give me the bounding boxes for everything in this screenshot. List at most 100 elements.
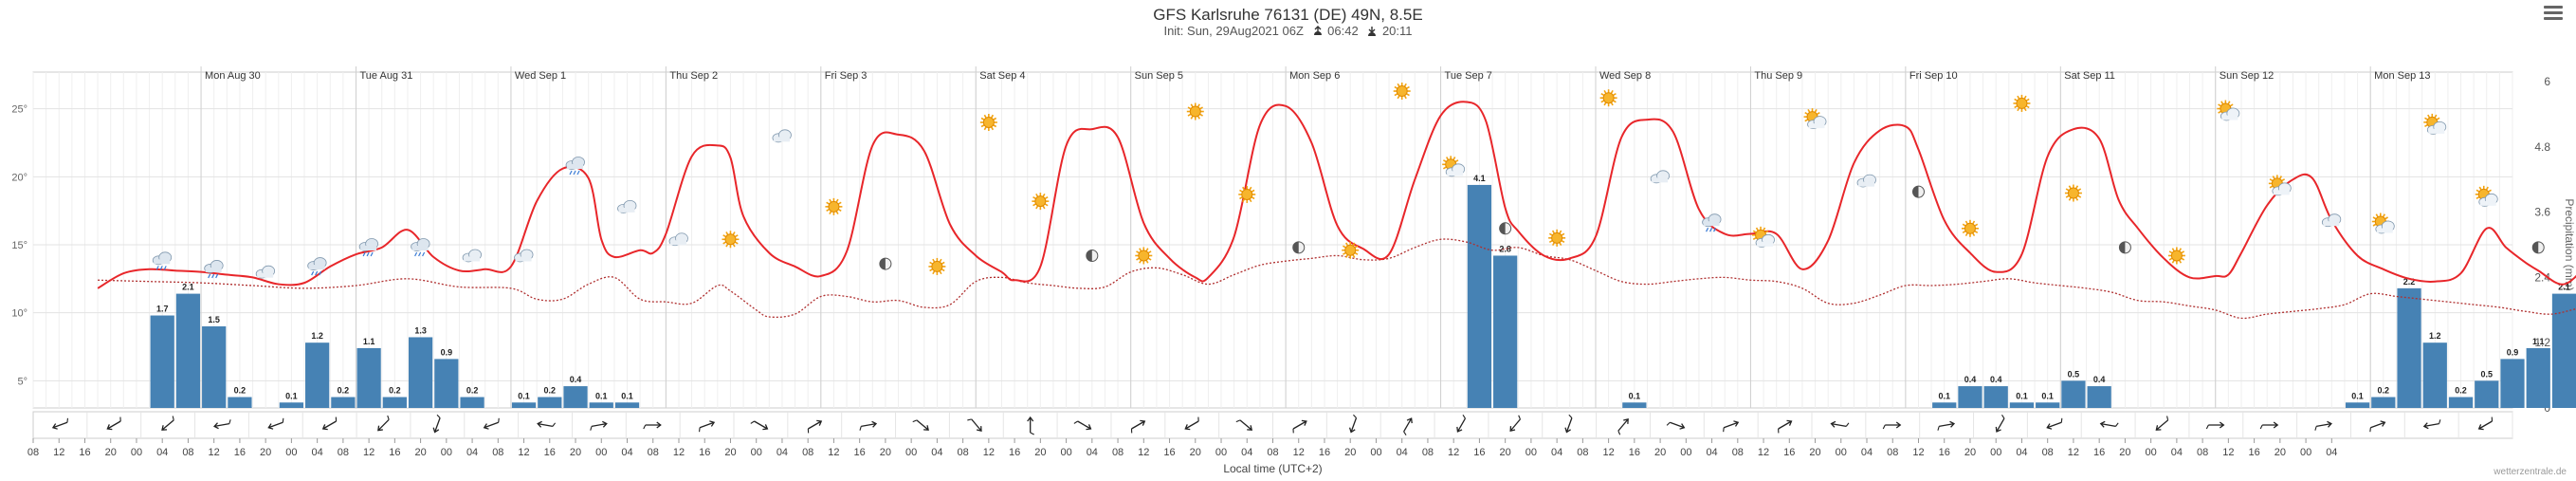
hour-tick-label: 16: [1473, 447, 1485, 458]
day-label: Wed Sep 8: [1599, 70, 1651, 82]
hour-tick-label: 16: [1163, 447, 1175, 458]
precip-label: 1.2: [2429, 331, 2441, 341]
precip-bar: [2345, 402, 2370, 408]
hour-tick-label: 00: [1990, 447, 2001, 458]
precip-label: 1.2: [311, 331, 323, 341]
wind-arrow-icon: [807, 419, 823, 434]
hour-tick-label: 16: [2093, 447, 2105, 458]
x-axis-title: Local time (UTC+2): [1223, 462, 1322, 475]
precip-bar: [1932, 402, 1957, 408]
precip-bar: [434, 359, 459, 408]
hour-tick-label: 12: [1293, 447, 1305, 458]
hour-tick-label: 08: [1577, 447, 1588, 458]
precip-bar: [408, 337, 433, 408]
wind-arrow-icon: [2046, 417, 2063, 430]
wind-arrow-icon: [1130, 419, 1146, 434]
moon-icon: [879, 257, 892, 270]
day-label: Mon Sep 13: [2374, 70, 2430, 82]
hour-tick-label: 12: [1758, 447, 1769, 458]
precip-label: 0.2: [338, 386, 350, 396]
cloud-icon: [255, 265, 276, 279]
hour-tick-label: 20: [1500, 447, 1511, 458]
hour-tick-label: 04: [776, 447, 788, 458]
wind-arrow-icon: [2259, 421, 2279, 430]
hour-tick-label: 00: [131, 447, 142, 458]
hour-tick-label: 00: [2146, 447, 2157, 458]
wind-arrow-icon: [1723, 420, 1740, 433]
hour-tick-label: 04: [2326, 447, 2337, 458]
wind-arrow-icon: [1348, 414, 1358, 434]
wind-arrow-icon: [2422, 419, 2441, 430]
wind-arrow-icon: [2369, 420, 2386, 433]
hour-tick-label: 12: [828, 447, 839, 458]
hour-tick-label: 16: [234, 447, 246, 458]
sun-icon: [1135, 247, 1153, 265]
wind-arrow-icon: [699, 420, 716, 433]
hour-tick-label: 00: [1526, 447, 1537, 458]
partly-cloudy-icon: [2268, 175, 2292, 196]
precip-bar: [382, 397, 407, 408]
hour-tick-label: 12: [209, 447, 220, 458]
precip-bar: [228, 397, 252, 408]
hour-tick-label: 20: [570, 447, 581, 458]
hour-tick-label: 00: [1680, 447, 1691, 458]
hour-tick-label: 04: [1706, 447, 1717, 458]
partly-cloudy-icon: [2423, 113, 2447, 135]
hour-tick-label: 16: [854, 447, 866, 458]
day-label: Tue Aug 31: [359, 70, 412, 82]
partly-cloudy-icon: [2217, 100, 2240, 121]
hour-tick-label: 20: [105, 447, 117, 458]
hour-tick-label: 00: [441, 447, 452, 458]
sunset-time: 20:11: [1381, 24, 1413, 38]
precip-label: 2.8: [1499, 244, 1511, 253]
precip-label: 0.4: [570, 375, 582, 384]
init-line: Init: Sun, 29Aug2021 06Z 06:42 20:11: [0, 24, 2576, 38]
hour-tick-label: 12: [363, 447, 375, 458]
hour-tick-label: 00: [751, 447, 762, 458]
precip-bar: [2061, 380, 2086, 408]
hour-tick-label: 16: [1629, 447, 1640, 458]
precip-label: 0.4: [1964, 375, 1977, 384]
hour-tick-label: 20: [1654, 447, 1666, 458]
precip-label: 0.5: [2481, 369, 2494, 379]
precip-label: 0.4: [2093, 375, 2106, 384]
rain-cloud-icon: [307, 257, 327, 276]
hamburger-menu-icon[interactable]: [2544, 6, 2563, 21]
wind-arrow-icon: [2155, 416, 2169, 431]
moon-icon: [1292, 241, 1306, 254]
day-label: Wed Sep 1: [515, 70, 566, 82]
hour-tick-label: 16: [1939, 447, 1950, 458]
precip-label: 0.2: [389, 386, 401, 396]
y-axis-right-title: Precipitation (mm): [2563, 198, 2576, 290]
wind-arrow-icon: [859, 420, 878, 431]
precip-label: 0.1: [1629, 391, 1641, 400]
hour-tick-label: 08: [1112, 447, 1124, 458]
precip-bar: [511, 402, 537, 408]
hour-tick-label: 20: [1344, 447, 1356, 458]
hour-tick-label: 20: [2119, 447, 2130, 458]
precip-bar: [1958, 386, 1982, 408]
hour-tick-label: 20: [2275, 447, 2286, 458]
hour-tick-label: 16: [1009, 447, 1020, 458]
hour-tick-label: 20: [414, 447, 426, 458]
rain-cloud-icon: [1702, 213, 1722, 232]
hour-tick-label: 00: [1370, 447, 1381, 458]
wind-arrow-icon: [643, 421, 662, 430]
credit-text[interactable]: wetterzentrale.de: [2494, 467, 2567, 477]
partly-cloudy-icon: [1803, 108, 1827, 130]
day-label: Sun Sep 5: [1135, 70, 1183, 82]
day-label: Sat Sep 11: [2064, 70, 2115, 82]
precip-label: 0.2: [466, 386, 479, 396]
precip-label: 1.1: [363, 337, 375, 346]
hour-tick-label: 00: [905, 447, 917, 458]
hour-tick-label: 08: [2197, 447, 2208, 458]
hour-tick-label: 08: [338, 447, 349, 458]
wind-arrow-icon: [161, 416, 174, 431]
cloud-icon: [2321, 213, 2342, 228]
hour-tick-label: 00: [1215, 447, 1227, 458]
hour-tick-label: 16: [1783, 447, 1795, 458]
precip-label: 1.1: [2532, 337, 2545, 346]
hour-tick-label: 16: [1319, 447, 1330, 458]
sun-icon: [1961, 219, 1979, 237]
